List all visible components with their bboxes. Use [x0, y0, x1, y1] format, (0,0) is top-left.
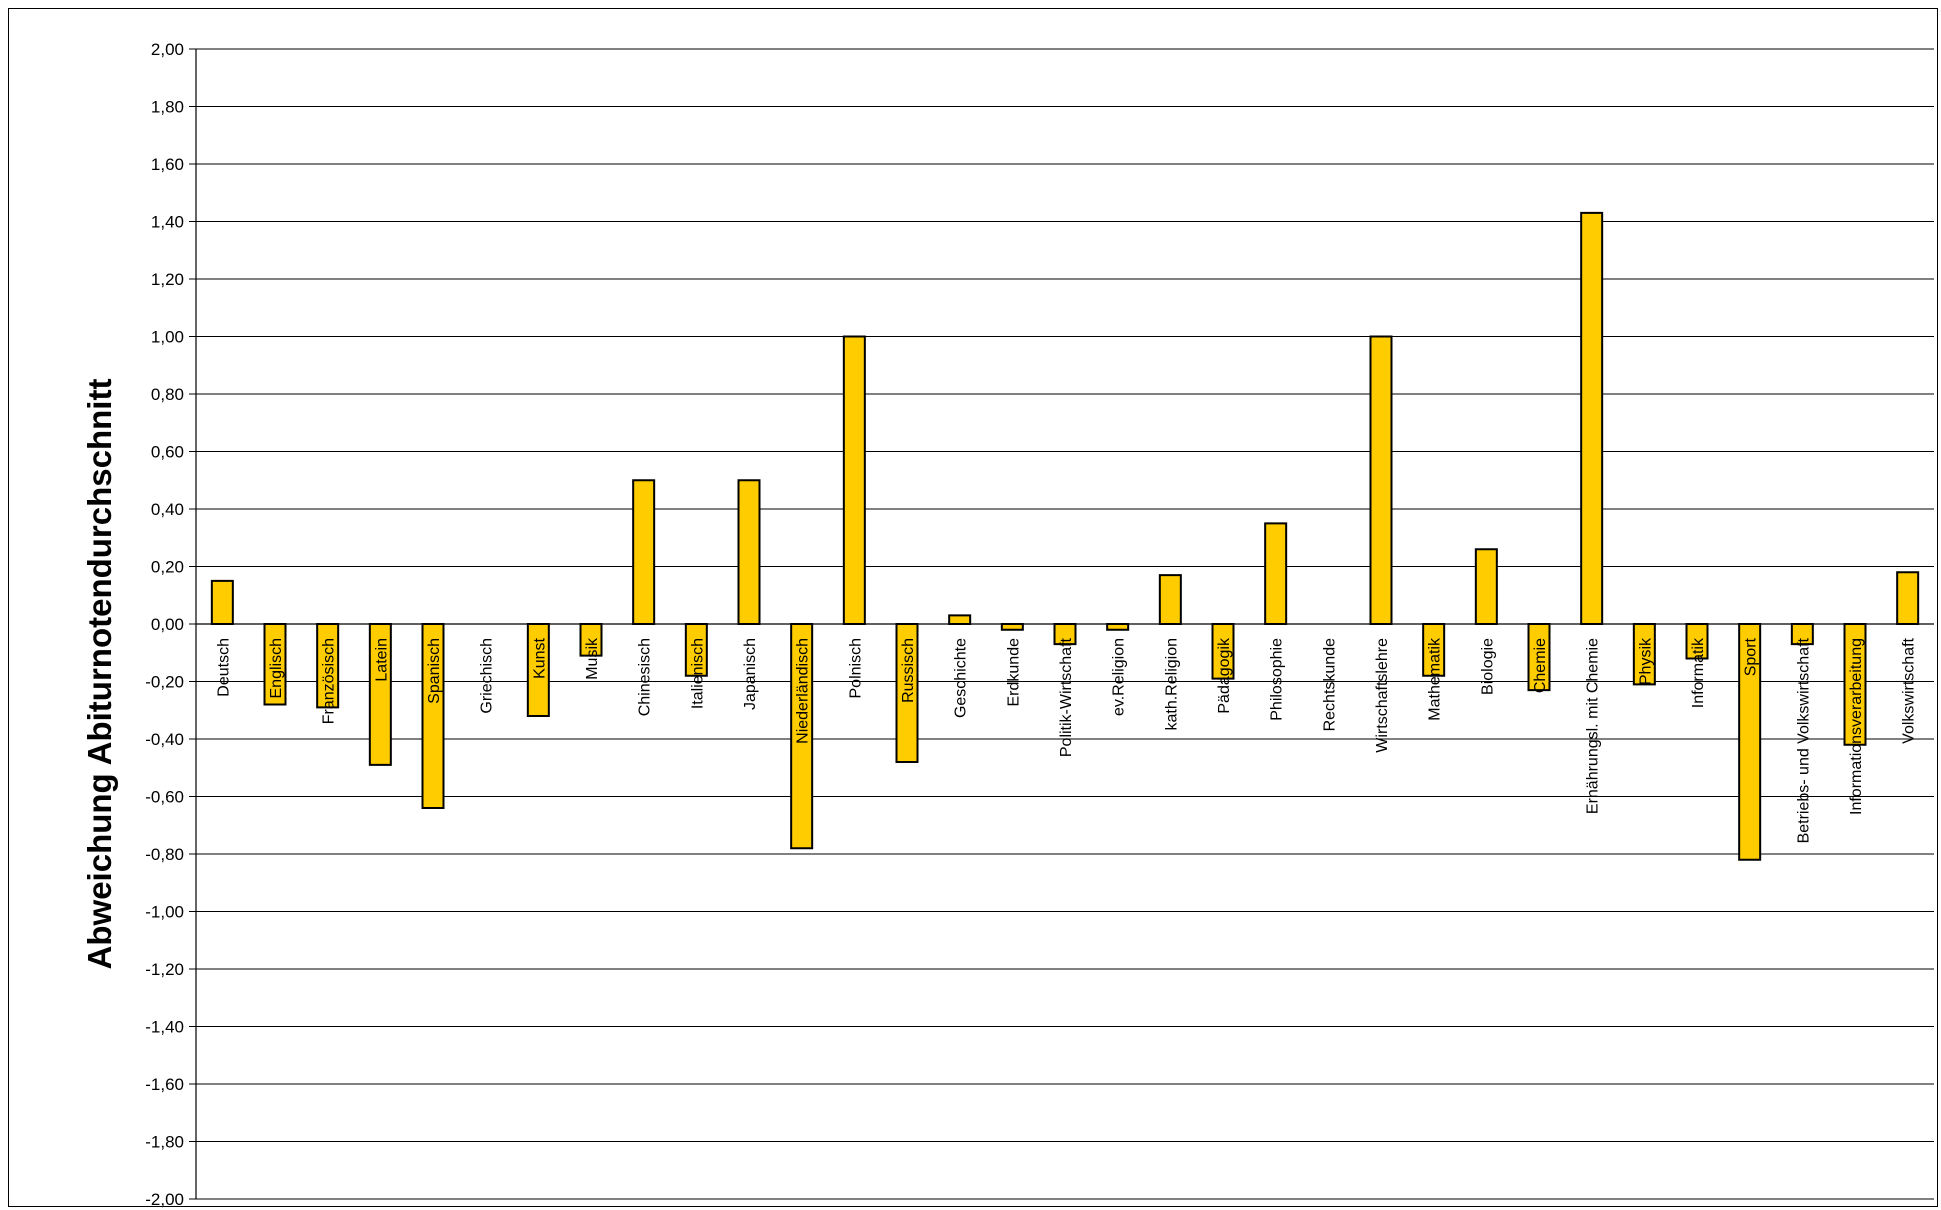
y-tick-label: 1,60: [151, 155, 184, 174]
y-tick-label: 0,40: [151, 500, 184, 519]
category-label: Betriebs- und Volkswirtschaft: [1795, 637, 1812, 843]
bars: [210, 211, 1920, 861]
category-label: Französisch: [321, 638, 338, 724]
axes: [189, 48, 1934, 1200]
category-label: Chemie: [1532, 638, 1549, 693]
y-tick-label: -0,20: [145, 673, 184, 692]
category-label: Politik-Wirtschaft: [1058, 637, 1075, 757]
bar: [1896, 571, 1920, 625]
bar: [210, 579, 234, 625]
category-label: kath.Religion: [1163, 638, 1180, 731]
category-label: Englisch: [268, 638, 285, 698]
category-label: Biologie: [1479, 638, 1496, 695]
y-tick-label: -2,00: [145, 1190, 184, 1208]
y-tick-label: -1,80: [145, 1133, 184, 1152]
y-tick-label: 1,00: [151, 328, 184, 347]
category-label: Chinesisch: [637, 638, 654, 716]
bar: [1580, 211, 1604, 625]
category-label: Latein: [373, 638, 390, 682]
category-label: Japanisch: [742, 638, 759, 710]
y-tick-label: -0,80: [145, 845, 184, 864]
category-label: Volkswirtschaft: [1901, 637, 1918, 743]
y-tick-label: -1,40: [145, 1018, 184, 1037]
category-labels: Deutsch Englisch Französisch Latein Spanisch…: [215, 637, 1917, 843]
category-label: Spanisch: [426, 638, 443, 704]
y-tick-label: 0,00: [151, 615, 184, 634]
category-label: Kunst: [531, 637, 548, 678]
category-label: Ernährungsl. mit Chemie: [1585, 638, 1602, 814]
category-label: Erdkunde: [1005, 638, 1022, 707]
y-tick-label: -0,40: [145, 730, 184, 749]
y-tick-label: -1,60: [145, 1075, 184, 1094]
y-tick-label: -0,60: [145, 788, 184, 807]
bar: [1106, 623, 1130, 631]
y-tick-label: 0,60: [151, 443, 184, 462]
bar: [632, 479, 656, 625]
category-label: Philosophie: [1269, 638, 1286, 721]
category-label: Polnisch: [847, 638, 864, 698]
category-label: Musik: [584, 637, 601, 680]
chart-area: -2,00 -1,80 -1,60 -1,40 -1,20 -1,00 -0,80 -0,60…: [8, 8, 1938, 1208]
bar: [1158, 574, 1182, 625]
bar: [1474, 548, 1498, 625]
y-tick-label: 0,20: [151, 558, 184, 577]
category-label: Sport: [1743, 637, 1760, 676]
y-tick-label: -1,20: [145, 960, 184, 979]
y-tick-label: -1,00: [145, 903, 184, 922]
category-label: Mathematik: [1427, 637, 1444, 721]
category-label: Italienisch: [689, 638, 706, 709]
bar: [1264, 522, 1288, 625]
y-tick-label: 1,80: [151, 98, 184, 117]
category-label: Physik: [1637, 637, 1654, 685]
category-label: Deutsch: [215, 638, 232, 697]
category-label: Pädagogik: [1216, 637, 1233, 714]
category-label: Informationsverarbeitung: [1848, 638, 1865, 815]
bar: [1369, 335, 1393, 625]
y-tick-label: 2,00: [151, 40, 184, 59]
category-label: Russisch: [900, 638, 917, 703]
category-label: Geschichte: [953, 638, 970, 718]
y-axis-title: Abweichung Abiturnotendurchschnitt: [81, 379, 118, 970]
bar: [1000, 623, 1024, 631]
bar-chart: -2,00 -1,80 -1,60 -1,40 -1,20 -1,00 -0,80 -0,60…: [81, 40, 1934, 1208]
y-tick-label: 1,40: [151, 213, 184, 232]
category-label: Niederländisch: [795, 638, 812, 744]
category-label: Griechisch: [479, 638, 496, 714]
y-tick-label: 1,20: [151, 270, 184, 289]
y-tick-labels: -2,00 -1,80 -1,60 -1,40 -1,20 -1,00 -0,80 -0,60…: [145, 40, 184, 1208]
bar: [842, 335, 866, 625]
bar: [948, 614, 972, 625]
y-tick-label: 0,80: [151, 385, 184, 404]
category-label: ev.Religion: [1111, 638, 1128, 716]
category-label: Rechtskunde: [1321, 638, 1338, 731]
category-label: Wirtschaftslehre: [1374, 638, 1391, 753]
category-label: Informatik: [1690, 637, 1707, 708]
bar: [737, 479, 761, 625]
